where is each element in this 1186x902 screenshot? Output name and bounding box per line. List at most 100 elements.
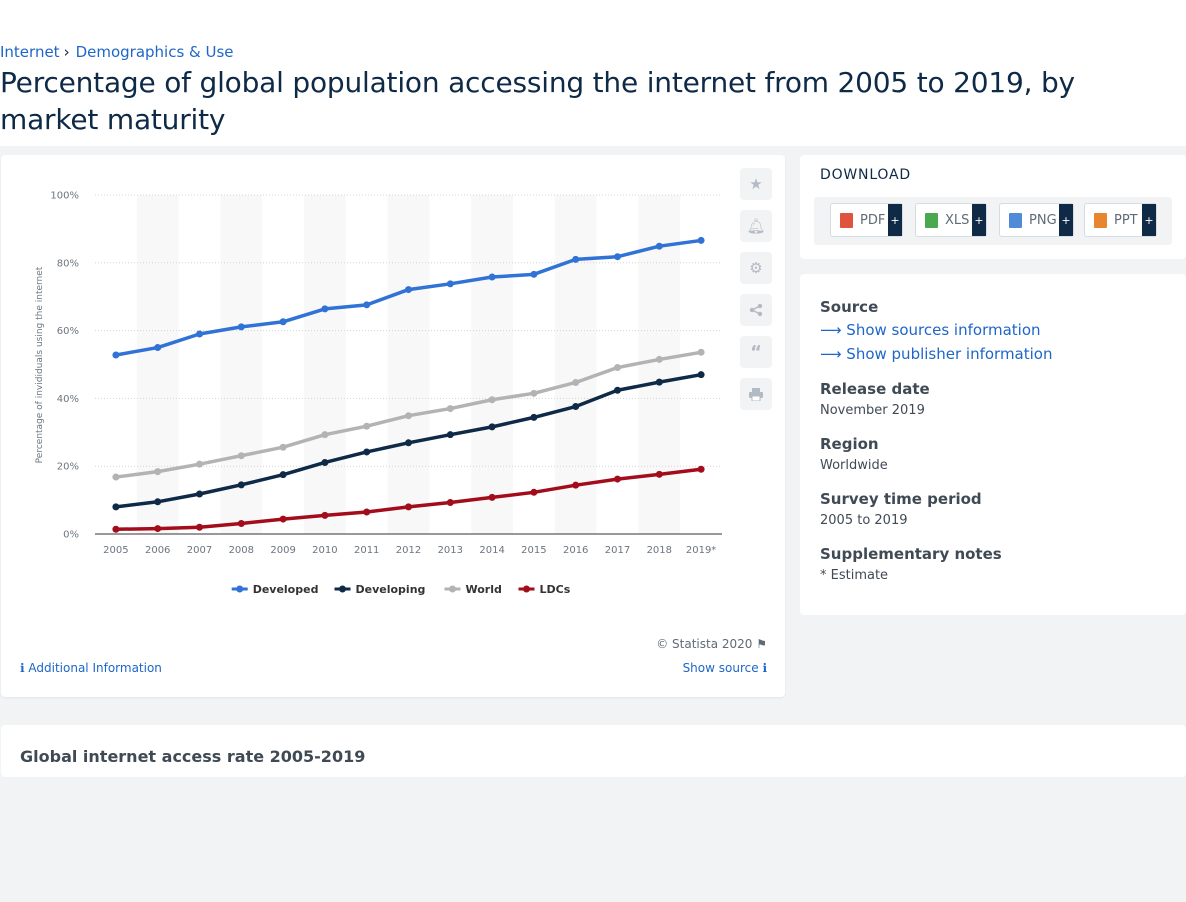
data-point-ldcs[interactable]: [237, 519, 245, 527]
show-source-link[interactable]: Show source ℹ: [683, 661, 767, 675]
data-point-developed[interactable]: [112, 351, 120, 359]
data-point-ldcs[interactable]: [488, 493, 496, 501]
x-tick-label: 2018: [647, 545, 672, 556]
data-point-developing[interactable]: [614, 386, 621, 394]
data-point-developed[interactable]: [196, 330, 203, 338]
legend-item-developed[interactable]: Developed: [231, 583, 319, 596]
data-point-world[interactable]: [237, 452, 245, 460]
data-point-developing[interactable]: [196, 490, 203, 498]
data-point-developing[interactable]: [279, 471, 287, 479]
download-xls-label: XLS: [945, 212, 970, 228]
data-point-world[interactable]: [321, 431, 329, 439]
data-point-developing[interactable]: [154, 498, 162, 506]
plus-icon: +: [1059, 204, 1073, 236]
show-sources-link[interactable]: ⟶ Show sources information: [820, 321, 1041, 339]
data-point-ldcs[interactable]: [196, 523, 203, 531]
show-publisher-link[interactable]: ⟶ Show publisher information: [820, 345, 1052, 363]
data-point-world[interactable]: [154, 468, 162, 476]
data-point-developing[interactable]: [446, 431, 454, 439]
arrow-right-icon: ⟶: [820, 321, 842, 339]
data-point-developing[interactable]: [363, 448, 371, 456]
data-point-developing[interactable]: [488, 423, 496, 431]
notification-button[interactable]: 🔔︎: [740, 210, 772, 242]
legend-item-world[interactable]: World: [444, 583, 502, 596]
data-point-world[interactable]: [112, 473, 120, 481]
y-tick-label: 20%: [57, 462, 79, 473]
data-point-developed[interactable]: [363, 301, 371, 309]
data-point-world[interactable]: [279, 443, 287, 451]
data-point-developed[interactable]: [279, 318, 287, 326]
data-point-developed[interactable]: [488, 273, 496, 281]
data-point-developed[interactable]: [530, 270, 538, 278]
related-statistic-title[interactable]: Global internet access rate 2005-2019: [20, 747, 366, 766]
download-xls-button[interactable]: XLS +: [915, 203, 987, 237]
supplementary-notes-heading: Supplementary notes: [820, 545, 1002, 563]
download-pdf-button[interactable]: PDF +: [830, 203, 903, 237]
cite-button[interactable]: “: [740, 336, 772, 368]
download-png-label: PNG: [1029, 212, 1057, 228]
data-point-ldcs[interactable]: [321, 511, 329, 519]
data-point-developing[interactable]: [655, 378, 663, 386]
data-point-developed[interactable]: [154, 344, 162, 352]
data-point-developing[interactable]: [530, 413, 538, 421]
data-point-ldcs[interactable]: [572, 481, 580, 489]
data-point-ldcs[interactable]: [697, 465, 705, 473]
data-point-world[interactable]: [697, 348, 705, 356]
data-point-world[interactable]: [363, 422, 371, 430]
data-point-world[interactable]: [614, 364, 621, 372]
download-ppt-button[interactable]: PPT +: [1084, 203, 1157, 237]
data-point-developed[interactable]: [697, 236, 705, 244]
data-point-developed[interactable]: [572, 255, 580, 263]
data-point-developed[interactable]: [321, 305, 329, 313]
data-point-developing[interactable]: [572, 403, 580, 411]
breadcrumb-link-internet[interactable]: Internet: [0, 43, 60, 61]
data-point-world[interactable]: [488, 396, 496, 404]
supplementary-notes-value: * Estimate: [820, 568, 889, 583]
data-point-ldcs[interactable]: [279, 515, 287, 523]
data-point-ldcs[interactable]: [154, 525, 162, 533]
breadcrumb-link-demographics[interactable]: Demographics & Use: [75, 43, 234, 61]
data-point-world[interactable]: [196, 460, 203, 468]
legend-item-developing[interactable]: Developing: [334, 583, 426, 596]
region-heading: Region: [820, 435, 879, 453]
legend-item-ldcs[interactable]: LDCs: [518, 583, 571, 596]
favorite-button[interactable]: ★: [740, 168, 772, 200]
flag-icon[interactable]: ⚑: [756, 637, 767, 651]
data-point-ldcs[interactable]: [363, 508, 371, 516]
data-point-developing[interactable]: [112, 503, 120, 511]
data-point-developing[interactable]: [237, 481, 245, 489]
data-point-ldcs[interactable]: [655, 470, 663, 478]
data-point-ldcs[interactable]: [614, 475, 621, 483]
data-point-world[interactable]: [655, 355, 663, 363]
data-point-world[interactable]: [446, 405, 454, 413]
data-point-developing[interactable]: [321, 458, 329, 466]
x-tick-label: 2016: [563, 545, 588, 556]
data-point-developing[interactable]: [697, 371, 705, 379]
data-point-world[interactable]: [405, 412, 412, 420]
data-point-developed[interactable]: [655, 242, 663, 250]
data-point-developed[interactable]: [614, 253, 621, 261]
region-value: Worldwide: [820, 458, 888, 473]
x-tick-label: 2012: [396, 545, 421, 556]
x-tick-label: 2015: [521, 545, 546, 556]
data-point-ldcs[interactable]: [405, 503, 412, 511]
data-point-developing[interactable]: [405, 439, 412, 447]
share-button[interactable]: [740, 294, 772, 326]
data-point-developed[interactable]: [405, 286, 412, 294]
print-button[interactable]: [740, 378, 772, 410]
info-icon: ℹ: [762, 661, 767, 675]
png-file-icon: [1009, 212, 1022, 228]
data-point-developed[interactable]: [446, 280, 454, 288]
data-point-ldcs[interactable]: [112, 525, 120, 533]
source-heading: Source: [820, 298, 879, 316]
data-point-developed[interactable]: [237, 323, 245, 331]
data-point-ldcs[interactable]: [530, 488, 538, 496]
additional-info-link[interactable]: ℹ Additional Information: [20, 661, 162, 675]
settings-button[interactable]: ⚙: [740, 252, 772, 284]
header-area: [0, 0, 1186, 146]
data-point-ldcs[interactable]: [446, 498, 454, 506]
x-tick-label: 2010: [312, 545, 337, 556]
download-png-button[interactable]: PNG +: [999, 203, 1074, 237]
data-point-world[interactable]: [572, 378, 580, 386]
data-point-world[interactable]: [530, 389, 538, 397]
